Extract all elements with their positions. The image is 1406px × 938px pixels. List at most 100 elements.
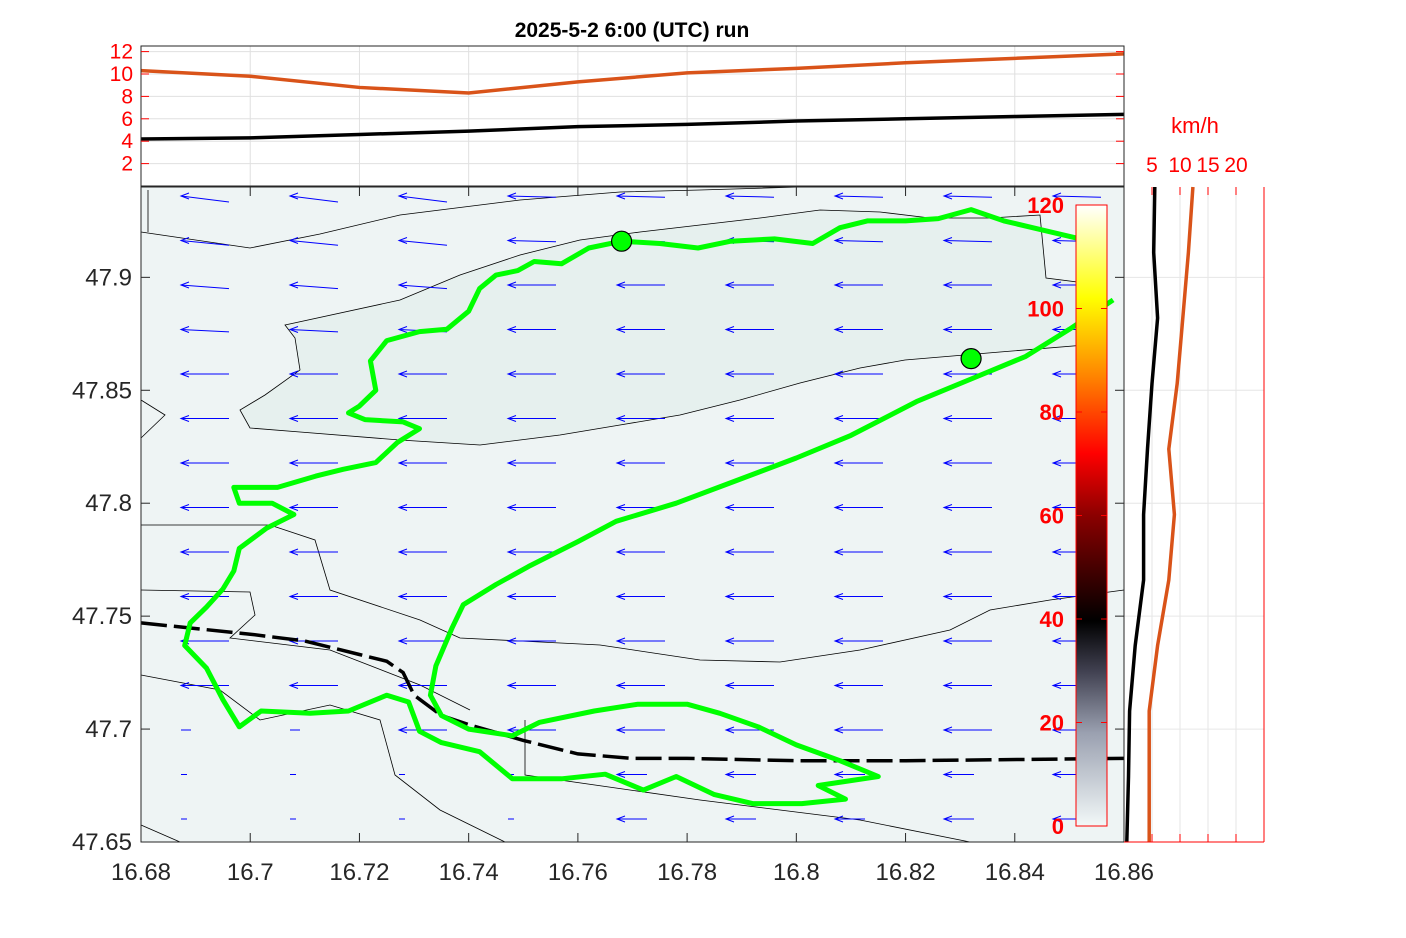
wind-arrow-head xyxy=(615,815,626,823)
wind-arrow-head xyxy=(506,593,517,600)
map-x-ticks: 16.68 16.7 16.72 16.74 16.76 16.78 16.8 16.82 16… xyxy=(111,187,1154,886)
top-y-tick-label: 10 xyxy=(110,63,133,86)
wind-arrow-head xyxy=(615,637,626,645)
wind-arrow-head xyxy=(179,682,190,689)
wind-arrow-head xyxy=(942,637,953,645)
wind-arrow-head xyxy=(615,504,626,511)
wind-arrow-head xyxy=(506,237,517,244)
wind-arrow-head xyxy=(288,459,299,467)
map-y-tick-label: 47.85 xyxy=(72,377,132,404)
side-series-line-0 xyxy=(1125,186,1160,843)
wind-arrow-head xyxy=(506,637,517,645)
wind-arrow-head xyxy=(833,459,844,467)
map-y-tick-label: 47.9 xyxy=(85,264,132,291)
wind-arrow xyxy=(180,240,230,246)
map-x-tick-label: 16.74 xyxy=(439,859,499,886)
wind-arrow-head xyxy=(1051,281,1062,289)
wind-arrow xyxy=(180,329,230,333)
wind-arrow-head xyxy=(942,815,953,823)
wind-arrow xyxy=(725,195,775,198)
wind-arrow-head xyxy=(724,771,735,778)
main-map-panel: 0 20 40 60 80 100 120 16.68 16.7 16.72 16.74 16.76… xyxy=(72,186,1211,886)
wind-arrow-head xyxy=(942,415,953,422)
wind-arrow-head xyxy=(833,370,844,378)
wind-arrow xyxy=(289,329,339,333)
wind-arrow xyxy=(289,195,339,203)
wind-arrow xyxy=(507,240,557,243)
wind-arrow-head xyxy=(615,548,626,556)
wind-arrow-head xyxy=(833,682,844,689)
top-y-tick-label: 12 xyxy=(110,41,133,64)
wind-arrow-head xyxy=(397,281,408,289)
wind-arrow-head xyxy=(942,192,953,200)
wind-arrow-head xyxy=(942,771,953,778)
wind-arrow-head xyxy=(724,548,735,556)
wind-arrow-head xyxy=(724,326,735,333)
wind-arrow xyxy=(289,240,339,246)
wind-arrow-head xyxy=(724,815,735,823)
top-y-tick-label: 8 xyxy=(121,85,133,108)
wind-arrow-head xyxy=(1051,771,1062,778)
colorbar-ticks: 0 20 40 60 80 100 120 xyxy=(1027,193,1107,839)
wind-arrow-head xyxy=(288,593,299,600)
wind-arrow-head xyxy=(724,593,735,600)
wind-arrow-head xyxy=(833,281,844,289)
map-y-tick-label: 47.75 xyxy=(72,603,132,630)
side-series xyxy=(1125,186,1195,843)
wind-arrow-head xyxy=(179,415,190,422)
wind-arrow-head xyxy=(506,548,517,556)
wind-arrow xyxy=(398,240,448,246)
wind-arrow-head xyxy=(724,504,735,511)
side-x-tick-label: 15 xyxy=(1196,154,1219,177)
chart-title: 2025-5-2 6:00 (UTC) run xyxy=(515,19,750,42)
wind-arrow-head xyxy=(506,459,517,467)
wind-arrow-head xyxy=(179,370,190,378)
map-x-tick-label: 16.7 xyxy=(227,859,274,886)
colorbar-tick-label: 100 xyxy=(1027,297,1064,322)
wind-arrow-head xyxy=(506,682,517,689)
wind-arrow-head xyxy=(615,593,626,600)
colorbar-tick-label: 80 xyxy=(1040,400,1064,425)
wind-arrow-head xyxy=(288,370,299,378)
wind-arrow-head xyxy=(397,459,408,467)
wind-arrow-head xyxy=(942,504,953,511)
wind-arrow-head xyxy=(615,281,626,289)
wind-arrow xyxy=(398,284,448,290)
wind-arrow-head xyxy=(1051,593,1062,600)
wind-arrow-head xyxy=(397,726,408,734)
wind-arrow-head xyxy=(1051,370,1062,378)
map-x-tick-label: 16.82 xyxy=(876,859,936,886)
side-unit-label: km/h xyxy=(1171,113,1219,138)
wind-arrow-head xyxy=(615,682,626,689)
wind-arrow xyxy=(507,195,557,198)
wind-arrow-head xyxy=(179,192,190,200)
wind-arrow-head xyxy=(397,326,408,333)
side-x-tick-label: 20 xyxy=(1224,154,1247,177)
wind-arrow-head xyxy=(724,192,735,200)
track-marker xyxy=(610,230,633,252)
colorbar-tick-label: 0 xyxy=(1052,814,1064,839)
wind-arrow-head xyxy=(615,326,626,333)
wind-arrow-head xyxy=(833,771,844,778)
wind-arrow-head xyxy=(1051,726,1062,734)
wind-arrow-head xyxy=(179,548,190,556)
wind-arrow-head xyxy=(179,281,190,289)
wind-arrow-head xyxy=(506,370,517,378)
colorbar-tick-label: 120 xyxy=(1027,193,1064,218)
wind-arrow-head xyxy=(724,370,735,378)
wind-arrow-head xyxy=(397,548,408,556)
wind-arrow-head xyxy=(1051,459,1062,467)
map-x-tick-label: 16.84 xyxy=(985,859,1045,886)
side-panel: km/h 5 10 15 20 xyxy=(1123,113,1265,843)
colorbar-tick-label: 20 xyxy=(1040,711,1064,736)
wind-arrow-head xyxy=(833,326,844,333)
wind-arrow xyxy=(180,284,230,290)
wind-arrow-head xyxy=(397,237,408,244)
wind-arrow-head xyxy=(942,548,953,556)
wind-arrow-head xyxy=(724,637,735,645)
wind-arrow-head xyxy=(1051,192,1062,200)
wind-arrow xyxy=(289,284,339,290)
wind-arrow xyxy=(180,195,230,203)
wind-arrow-head xyxy=(615,459,626,467)
wind-arrow-head xyxy=(833,548,844,556)
